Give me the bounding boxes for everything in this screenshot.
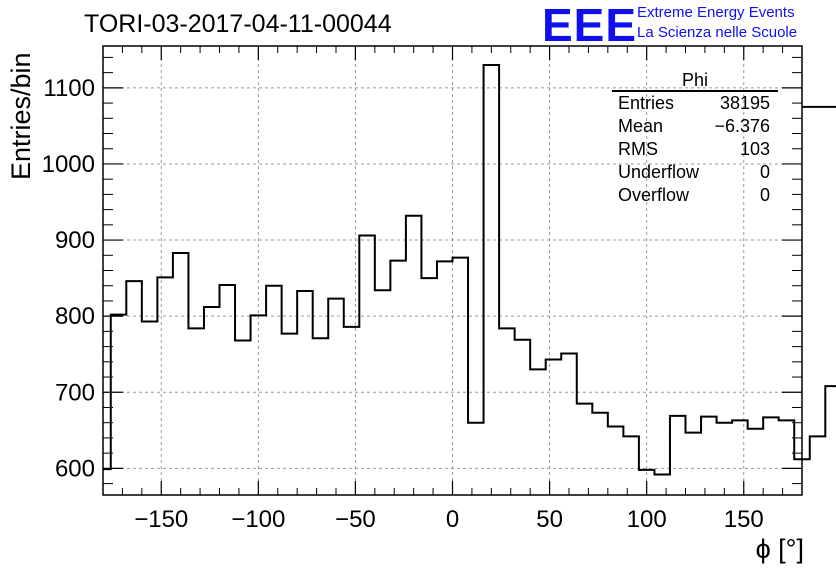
y-tick-label: 1100 xyxy=(43,75,95,102)
y-tick-label: 900 xyxy=(55,227,95,254)
y-axis-label: Entries/bin xyxy=(6,52,36,180)
x-tick-label: −50 xyxy=(335,506,376,533)
stats-label-rms: RMS xyxy=(618,139,658,159)
axis-tick-labels: −150 −100 −50 0 50 100 150 600 700 800 900 1000 1100 xyxy=(42,75,764,533)
x-tick-label: 150 xyxy=(724,506,764,533)
x-tick-label: −100 xyxy=(231,506,285,533)
stats-label-underflow: Underflow xyxy=(618,162,700,182)
stats-value-entries: 38195 xyxy=(719,93,770,113)
y-tick-label: 1000 xyxy=(42,151,95,178)
x-axis-label: ϕ [°] xyxy=(755,534,804,564)
y-tick-label: 600 xyxy=(55,455,95,482)
x-tick-label: −150 xyxy=(134,506,188,533)
stats-label-mean: Mean xyxy=(618,116,664,136)
x-tick-label: 100 xyxy=(627,506,667,533)
histogram-series xyxy=(103,64,836,476)
stats-value-overflow: 0 xyxy=(759,185,770,205)
stats-name: Phi xyxy=(681,70,708,90)
y-tick-label: 700 xyxy=(55,379,95,406)
grid-lines xyxy=(103,46,802,495)
logo-line-1: Extreme Energy Events xyxy=(637,4,795,21)
y-tick-label: 800 xyxy=(55,303,95,330)
stats-label-overflow: Overflow xyxy=(618,185,690,205)
eee-logo: EEE xyxy=(542,0,638,51)
stats-value-rms: 103 xyxy=(739,139,770,159)
logo-line-2: La Scienza nelle Scuole xyxy=(637,24,798,41)
stats-label-entries: Entries xyxy=(618,93,675,113)
stats-value-mean: −6.376 xyxy=(714,116,770,136)
x-tick-label: 50 xyxy=(536,506,563,533)
chart-title: TORI-03-2017-04-11-00044 xyxy=(84,10,392,38)
axis-ticks xyxy=(102,46,803,495)
x-tick-label: 0 xyxy=(446,506,459,533)
stats-divider xyxy=(612,90,778,92)
stats-value-underflow: 0 xyxy=(759,162,770,182)
